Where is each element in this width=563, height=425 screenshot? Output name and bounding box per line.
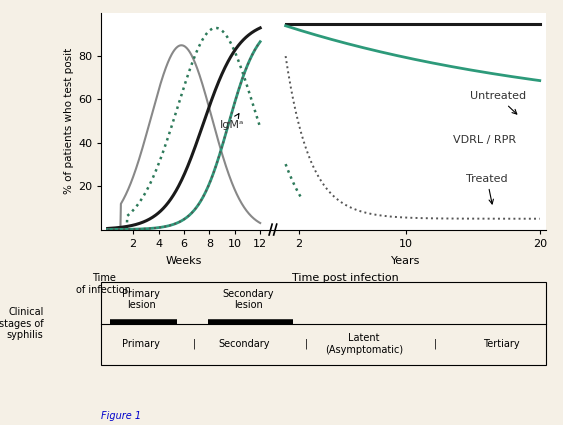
Text: Time post infection: Time post infection <box>292 273 399 283</box>
Text: Latent
(Asymptomatic): Latent (Asymptomatic) <box>325 333 403 354</box>
Text: Primary: Primary <box>122 339 160 349</box>
Text: Time
of infection: Time of infection <box>77 273 131 295</box>
Y-axis label: % of patients who test posit: % of patients who test posit <box>64 48 74 194</box>
Text: |: | <box>193 339 196 349</box>
Text: Weeks: Weeks <box>166 255 202 266</box>
Text: |: | <box>434 339 436 349</box>
Text: Secondary: Secondary <box>218 339 270 349</box>
Text: Figure 1: Figure 1 <box>101 411 141 421</box>
Text: IgMᵃ: IgMᵃ <box>220 113 244 130</box>
Text: Secondary
lesion: Secondary lesion <box>222 289 274 310</box>
Text: Tertiary: Tertiary <box>483 339 520 349</box>
Text: Primary
lesion: Primary lesion <box>122 289 160 310</box>
Text: Treated: Treated <box>466 174 508 204</box>
Text: VDRL / RPR: VDRL / RPR <box>453 135 516 145</box>
Text: |: | <box>305 339 307 349</box>
Text: Years: Years <box>391 255 421 266</box>
Text: Clinical
stages of
syphilis: Clinical stages of syphilis <box>0 307 43 340</box>
Text: Untreated: Untreated <box>470 91 526 114</box>
